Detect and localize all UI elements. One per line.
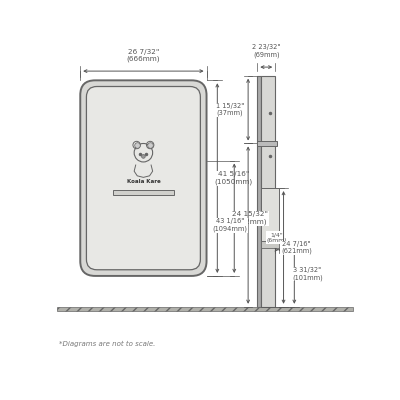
Bar xyxy=(261,76,275,307)
Bar xyxy=(261,242,279,248)
Text: 43 1/16"
(1094mm): 43 1/16" (1094mm) xyxy=(212,218,247,232)
Text: 1 15/32"
(37mm): 1 15/32" (37mm) xyxy=(216,103,244,116)
Text: Koala Kare: Koala Kare xyxy=(126,180,160,184)
Bar xyxy=(261,188,279,242)
Text: 26 7/32"
(666mm): 26 7/32" (666mm) xyxy=(127,49,160,62)
FancyBboxPatch shape xyxy=(86,86,200,270)
Text: *Diagrams are not to scale.: *Diagrams are not to scale. xyxy=(59,341,155,347)
Bar xyxy=(113,190,174,195)
Text: 24 15/32"
(622mm): 24 15/32" (622mm) xyxy=(232,212,268,225)
Bar xyxy=(257,141,277,146)
Bar xyxy=(57,307,353,311)
Text: 24 7/16"
(621mm): 24 7/16" (621mm) xyxy=(281,241,312,254)
Text: 3 31/32"
(101mm): 3 31/32" (101mm) xyxy=(292,267,323,281)
Circle shape xyxy=(142,154,145,158)
Bar xyxy=(257,76,261,307)
Text: 41 5/16"
(1050mm): 41 5/16" (1050mm) xyxy=(214,171,252,185)
Text: 1/4"
(6mm): 1/4" (6mm) xyxy=(267,232,287,243)
Text: 2 23/32"
(69mm): 2 23/32" (69mm) xyxy=(252,44,280,58)
FancyBboxPatch shape xyxy=(80,80,206,276)
